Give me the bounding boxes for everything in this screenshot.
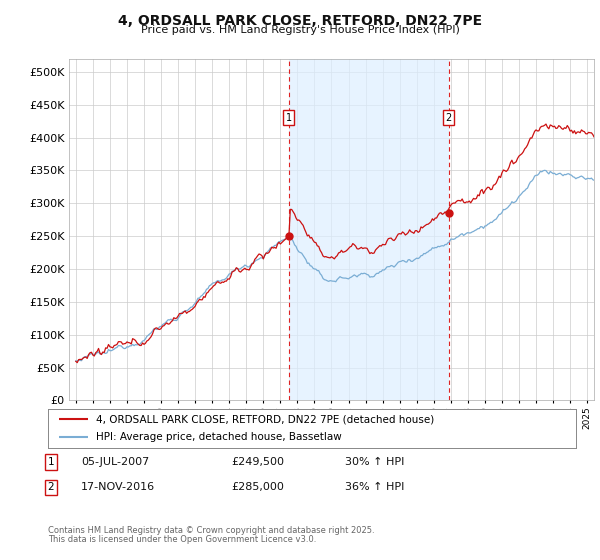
Text: 05-JUL-2007: 05-JUL-2007 [81,457,149,467]
Text: 1: 1 [286,113,292,123]
Text: 2: 2 [47,482,55,492]
Text: 17-NOV-2016: 17-NOV-2016 [81,482,155,492]
Text: 36% ↑ HPI: 36% ↑ HPI [345,482,404,492]
Text: This data is licensed under the Open Government Licence v3.0.: This data is licensed under the Open Gov… [48,535,316,544]
Text: Price paid vs. HM Land Registry's House Price Index (HPI): Price paid vs. HM Land Registry's House … [140,25,460,35]
Text: Contains HM Land Registry data © Crown copyright and database right 2025.: Contains HM Land Registry data © Crown c… [48,526,374,535]
Text: HPI: Average price, detached house, Bassetlaw: HPI: Average price, detached house, Bass… [95,432,341,442]
Text: 4, ORDSALL PARK CLOSE, RETFORD, DN22 7PE: 4, ORDSALL PARK CLOSE, RETFORD, DN22 7PE [118,14,482,28]
Text: 1: 1 [47,457,55,467]
Text: 2: 2 [446,113,452,123]
Bar [289,59,449,400]
Text: 4, ORDSALL PARK CLOSE, RETFORD, DN22 7PE (detached house): 4, ORDSALL PARK CLOSE, RETFORD, DN22 7PE… [95,414,434,424]
Text: £249,500: £249,500 [231,457,284,467]
Text: 30% ↑ HPI: 30% ↑ HPI [345,457,404,467]
Text: £285,000: £285,000 [231,482,284,492]
